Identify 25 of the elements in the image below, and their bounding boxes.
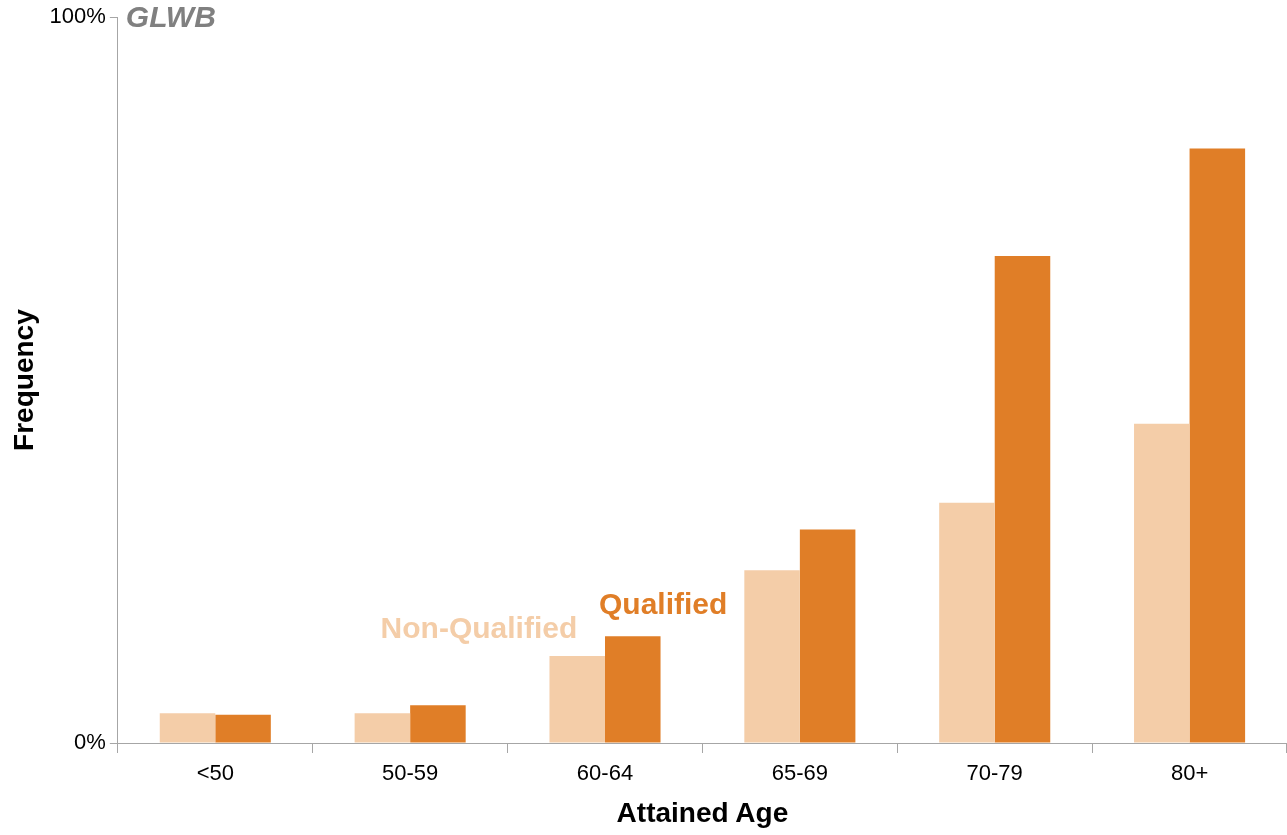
bar xyxy=(159,713,216,743)
bar xyxy=(799,529,856,743)
bar xyxy=(1134,423,1190,743)
bar xyxy=(605,636,661,743)
series-label: Non-Qualified xyxy=(380,610,578,644)
x-axis-title: Attained Age xyxy=(616,796,789,828)
bar xyxy=(994,255,1051,743)
chart-title: GLWB xyxy=(125,0,216,34)
x-tick-label: 60-64 xyxy=(576,760,634,786)
x-tick-label: 65-69 xyxy=(771,760,828,786)
y-tick-label: 0% xyxy=(74,729,106,755)
bar xyxy=(1189,148,1246,743)
bar xyxy=(410,705,466,743)
bar xyxy=(354,713,411,743)
series-label: Qualified xyxy=(599,587,728,621)
bar xyxy=(744,570,800,743)
bar xyxy=(939,502,995,743)
x-tick-label: 80+ xyxy=(1170,760,1209,786)
bar xyxy=(215,714,271,743)
x-tick-label: 50-59 xyxy=(382,760,439,786)
x-tick-label: 70-79 xyxy=(966,760,1023,786)
y-tick-label: 100% xyxy=(49,3,106,29)
bar xyxy=(549,655,606,743)
y-axis-title: Frequency xyxy=(7,308,39,451)
x-tick-label: <50 xyxy=(196,760,234,786)
